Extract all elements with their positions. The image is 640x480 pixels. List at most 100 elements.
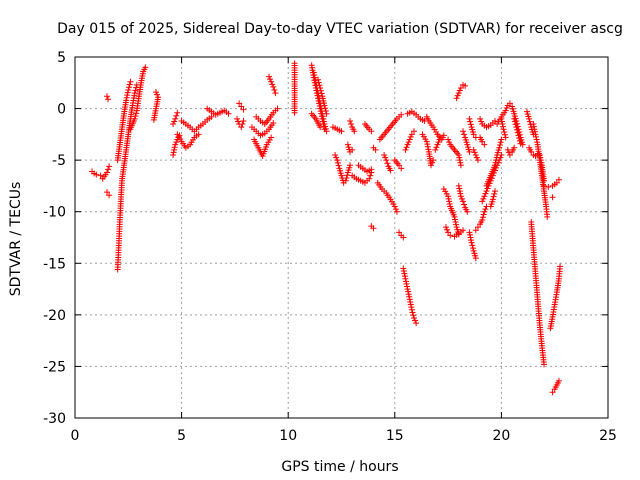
- data-point: [456, 154, 463, 161]
- data-point: [97, 172, 104, 179]
- data-point: [391, 203, 398, 210]
- data-point: [502, 107, 509, 114]
- data-series: [103, 93, 113, 199]
- data-series: [477, 115, 499, 131]
- data-point: [173, 112, 180, 119]
- data-point: [446, 139, 453, 146]
- data-point: [537, 157, 544, 164]
- data-point: [93, 171, 100, 178]
- data-point: [322, 105, 329, 112]
- data-point: [368, 166, 375, 173]
- data-point: [131, 115, 138, 122]
- x-axis-label: GPS time / hours: [281, 459, 398, 475]
- data-point: [153, 89, 160, 96]
- data-point: [446, 198, 453, 205]
- data-point: [541, 361, 548, 368]
- data-point: [398, 111, 405, 118]
- data-point: [452, 216, 459, 223]
- data-point: [479, 198, 486, 205]
- data-point: [445, 229, 452, 236]
- data-point: [335, 162, 342, 169]
- data-point: [381, 151, 388, 158]
- data-point: [549, 194, 556, 201]
- data-point: [323, 128, 330, 135]
- data-point: [317, 102, 324, 109]
- data-point: [496, 142, 503, 149]
- data-point: [171, 144, 178, 151]
- data-point: [372, 146, 379, 153]
- data-point: [406, 136, 413, 143]
- data-point: [405, 291, 412, 298]
- data-point: [532, 131, 539, 138]
- data-point: [349, 146, 356, 153]
- data-point: [430, 157, 437, 164]
- data-point: [493, 157, 500, 164]
- data-point: [240, 106, 247, 113]
- data-point: [536, 151, 543, 158]
- data-point: [404, 141, 411, 148]
- data-series: [432, 136, 443, 153]
- data-point: [433, 144, 440, 151]
- data-point: [480, 195, 487, 202]
- data-series: [549, 377, 562, 396]
- data-point: [511, 144, 518, 151]
- data-point: [515, 132, 522, 139]
- y-tick-label: 5: [57, 50, 66, 66]
- data-point: [402, 146, 409, 153]
- y-tick-label: -15: [43, 256, 66, 272]
- data-point: [501, 131, 508, 138]
- data-point: [367, 172, 374, 179]
- data-series: [368, 223, 377, 232]
- data-point: [315, 79, 322, 86]
- data-point: [557, 263, 564, 270]
- data-point: [106, 163, 113, 170]
- data-point: [347, 162, 354, 169]
- data-point: [413, 320, 420, 327]
- data-point: [400, 234, 407, 241]
- data-point: [272, 90, 279, 97]
- data-point: [452, 219, 459, 226]
- data-point: [407, 301, 414, 308]
- data-point: [505, 149, 512, 156]
- data-point: [533, 133, 540, 140]
- data-series: [291, 60, 298, 116]
- data-series: [498, 115, 509, 141]
- data-point: [553, 179, 560, 186]
- data-point: [405, 139, 412, 146]
- data-series: [315, 76, 330, 117]
- data-point: [132, 87, 139, 94]
- data-point: [454, 92, 461, 99]
- data-point: [447, 232, 454, 239]
- data-point: [549, 389, 556, 396]
- data-point: [173, 139, 180, 146]
- data-point: [477, 115, 484, 122]
- data-series: [511, 115, 524, 147]
- data-series: [445, 136, 464, 169]
- data-point: [402, 278, 409, 285]
- data-point: [311, 74, 318, 81]
- data-series: [204, 105, 232, 118]
- data-point: [424, 143, 431, 150]
- data-point: [103, 189, 110, 196]
- data-series: [442, 224, 467, 240]
- data-series: [170, 132, 183, 158]
- data-point: [403, 280, 410, 287]
- data-point: [170, 151, 177, 158]
- data-point: [412, 317, 419, 324]
- data-point: [410, 312, 417, 319]
- data-point: [142, 64, 149, 71]
- axes: [74, 56, 609, 419]
- data-point: [316, 82, 323, 89]
- data-point: [545, 183, 552, 190]
- data-point: [274, 105, 281, 112]
- data-series: [472, 203, 490, 234]
- data-point: [555, 377, 562, 384]
- x-tick-label: 5: [177, 428, 186, 444]
- data-point: [445, 136, 452, 143]
- data-point: [320, 115, 327, 122]
- data-point: [398, 165, 405, 172]
- data-point: [544, 213, 551, 220]
- data-series: [251, 134, 275, 160]
- data-point: [234, 115, 241, 122]
